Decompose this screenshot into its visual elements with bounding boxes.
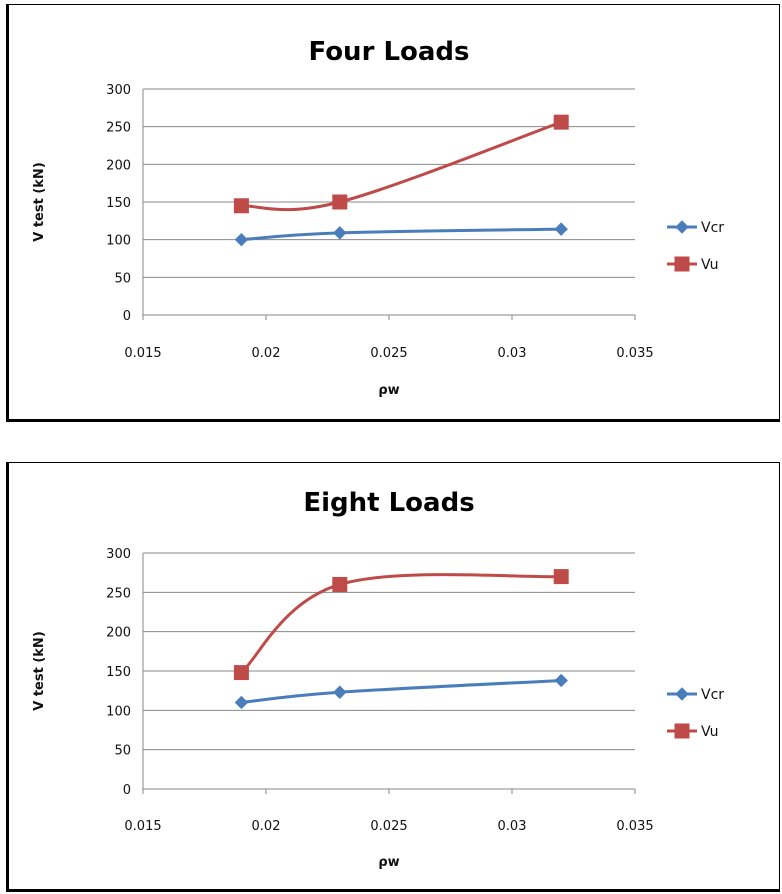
x-tick-label: 0.02 bbox=[252, 819, 281, 834]
data-point-vcr bbox=[333, 226, 347, 240]
data-point-vu bbox=[233, 198, 249, 214]
x-tick-label: 0.025 bbox=[370, 819, 407, 834]
y-tick-label: 50 bbox=[114, 271, 131, 286]
y-tick-label: 0 bbox=[123, 309, 131, 324]
legend-item-vu: Vu bbox=[667, 256, 719, 273]
data-point-vu bbox=[332, 576, 348, 592]
x-axis-label: ρw bbox=[378, 855, 399, 870]
data-point-vcr bbox=[234, 232, 249, 247]
legend-marker bbox=[675, 220, 689, 234]
legend-label: Vu bbox=[701, 257, 719, 273]
chart-four-loads-svg: Four Loads 0 50 100 150 200 250 300 0.015 0.02 0.0… bbox=[32, 37, 724, 398]
data-point-vcr bbox=[333, 685, 347, 699]
y-tick-label: 250 bbox=[106, 586, 131, 601]
y-tick-label: 100 bbox=[106, 234, 131, 249]
legend-label: Vcr bbox=[701, 687, 724, 703]
series-vcr bbox=[234, 222, 568, 247]
data-point-vcr bbox=[234, 695, 249, 710]
series-vu bbox=[233, 569, 569, 681]
y-tick-label: 200 bbox=[106, 158, 131, 173]
data-point-vcr bbox=[554, 673, 568, 688]
legend-item-vcr: Vcr bbox=[667, 220, 724, 236]
chart-four-loads: Four Loads 0 50 100 150 200 250 300 0.015 0.02 0.0… bbox=[6, 4, 780, 422]
series-line-vcr bbox=[241, 227, 562, 242]
y-tick-label: 250 bbox=[106, 121, 131, 136]
data-point-vu bbox=[332, 194, 348, 210]
chart-title: Eight Loads bbox=[303, 488, 474, 518]
data-point-vu bbox=[553, 114, 569, 130]
chart-title: Four Loads bbox=[308, 37, 469, 67]
x-tick-label: 0.025 bbox=[370, 346, 407, 361]
y-tick-label: 300 bbox=[106, 547, 131, 562]
y-axis-label: V test (kN) bbox=[32, 162, 47, 242]
y-tick-label: 150 bbox=[106, 196, 131, 211]
x-tick-label: 0.015 bbox=[124, 346, 161, 361]
y-tick-label: 150 bbox=[106, 665, 131, 680]
series-line-vu bbox=[240, 573, 562, 674]
x-tick-label: 0.03 bbox=[498, 346, 527, 361]
x-tick-label: 0.03 bbox=[498, 819, 527, 834]
data-point-vu bbox=[233, 665, 249, 681]
legend-label: Vcr bbox=[701, 220, 724, 236]
series-vcr bbox=[234, 673, 568, 710]
series-line-vcr bbox=[241, 678, 562, 704]
x-tick-label: 0.02 bbox=[252, 346, 281, 361]
chart-eight-loads: Eight Loads 0 50 100 150 200 250 300 0.015 0.02 0.… bbox=[6, 462, 780, 892]
legend-item-vcr: Vcr bbox=[667, 687, 724, 703]
x-tick-label: 0.035 bbox=[616, 346, 653, 361]
chart-eight-loads-svg: Eight Loads 0 50 100 150 200 250 300 0.015 0.02 0.… bbox=[32, 488, 724, 870]
legend-marker bbox=[674, 256, 690, 272]
x-axis-label: ρw bbox=[378, 383, 399, 398]
y-tick-label: 50 bbox=[114, 744, 131, 759]
y-tick-label: 0 bbox=[123, 783, 131, 798]
x-tick-label: 0.015 bbox=[124, 819, 161, 834]
series-vu bbox=[233, 114, 569, 214]
y-tick-label: 200 bbox=[106, 626, 131, 641]
legend-item-vu: Vu bbox=[667, 723, 719, 740]
data-point-vu bbox=[553, 569, 569, 585]
x-tick-label: 0.035 bbox=[616, 819, 653, 834]
y-axis-label: V test (kN) bbox=[32, 631, 47, 711]
y-tick-label: 300 bbox=[106, 83, 131, 98]
legend-marker bbox=[675, 687, 689, 701]
data-point-vcr bbox=[554, 222, 568, 236]
y-tick-label: 100 bbox=[106, 704, 131, 719]
legend-marker bbox=[674, 723, 690, 739]
series-line-vu bbox=[241, 120, 562, 212]
legend-label: Vu bbox=[701, 724, 719, 740]
